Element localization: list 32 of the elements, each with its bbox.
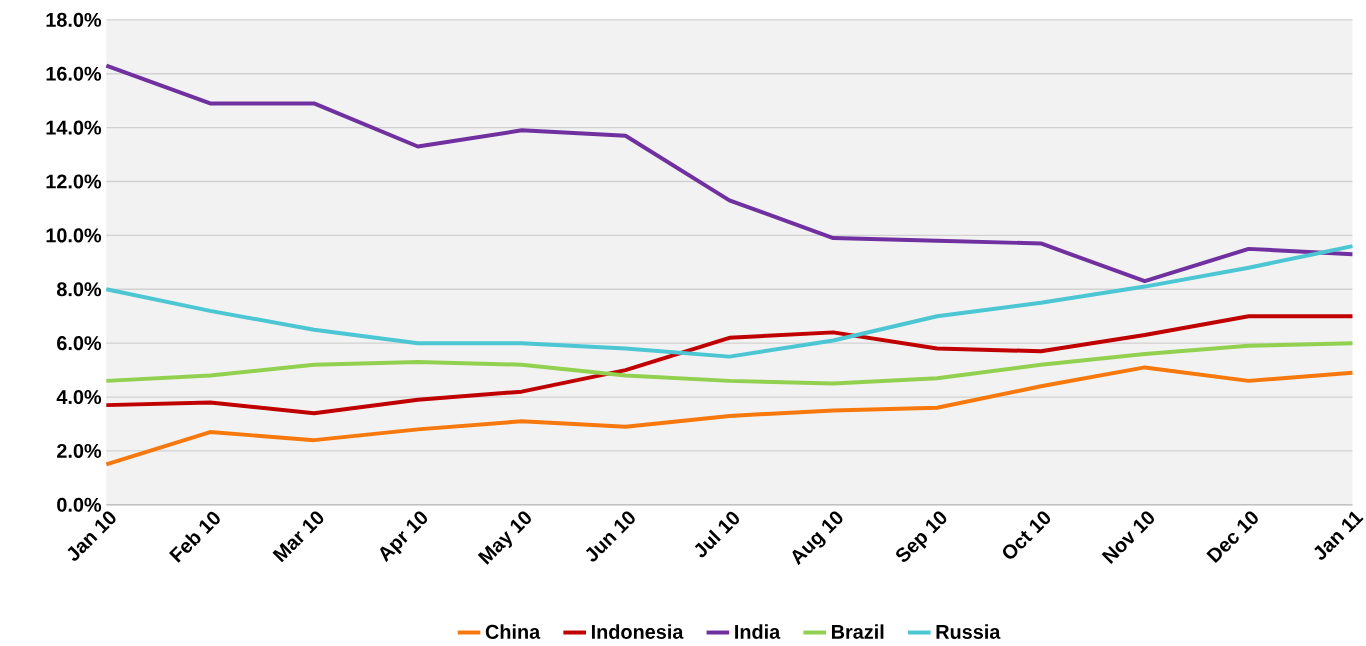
x-tick-label: Feb 10 bbox=[168, 511, 220, 563]
line-series bbox=[104, 365, 1355, 467]
x-tick-label: Aug 10 bbox=[792, 511, 843, 566]
y-tick-label: 14.0% bbox=[46, 120, 102, 135]
x-tick-label: Dec 10 bbox=[1206, 511, 1258, 564]
x-tick-label: Nov 10 bbox=[1101, 511, 1154, 564]
x-tick-label: Mar 10 bbox=[272, 511, 324, 563]
y-tick-label: 6.0% bbox=[57, 336, 102, 351]
y-tick-label: 8.0% bbox=[56, 282, 102, 297]
x-tick-label: Jan 11 bbox=[1314, 511, 1364, 560]
y-tick-label: 18.0% bbox=[46, 12, 102, 27]
legend-label: Indonesia bbox=[591, 624, 684, 639]
y-tick-label: 2.0% bbox=[57, 443, 102, 458]
legend-label: India bbox=[735, 624, 781, 639]
x-tick-label: Jun 10 bbox=[585, 511, 635, 562]
legend-label: China bbox=[485, 624, 541, 639]
y-tick-label: 16.0% bbox=[46, 66, 102, 81]
legend-label: Russia bbox=[936, 624, 1001, 639]
line-series bbox=[104, 63, 1355, 284]
x-tick-label: Jan 10 bbox=[67, 511, 116, 561]
y-tick-label: 12.0% bbox=[46, 174, 102, 189]
x-tick-label: Oct 10 bbox=[1003, 511, 1051, 559]
x-tick-label: Apr 10 bbox=[380, 511, 428, 563]
line-series bbox=[104, 314, 1355, 416]
line-series bbox=[104, 341, 1355, 386]
x-tick-label: Jul 10 bbox=[694, 511, 739, 558]
x-tick-label: Sep 10 bbox=[896, 511, 947, 562]
y-tick-label: 0.0% bbox=[57, 497, 102, 512]
y-tick-label: 4.0% bbox=[56, 390, 102, 405]
line-series bbox=[104, 244, 1355, 359]
legend-label: Brazil bbox=[831, 624, 884, 639]
y-tick-label: 10.0% bbox=[46, 228, 102, 243]
